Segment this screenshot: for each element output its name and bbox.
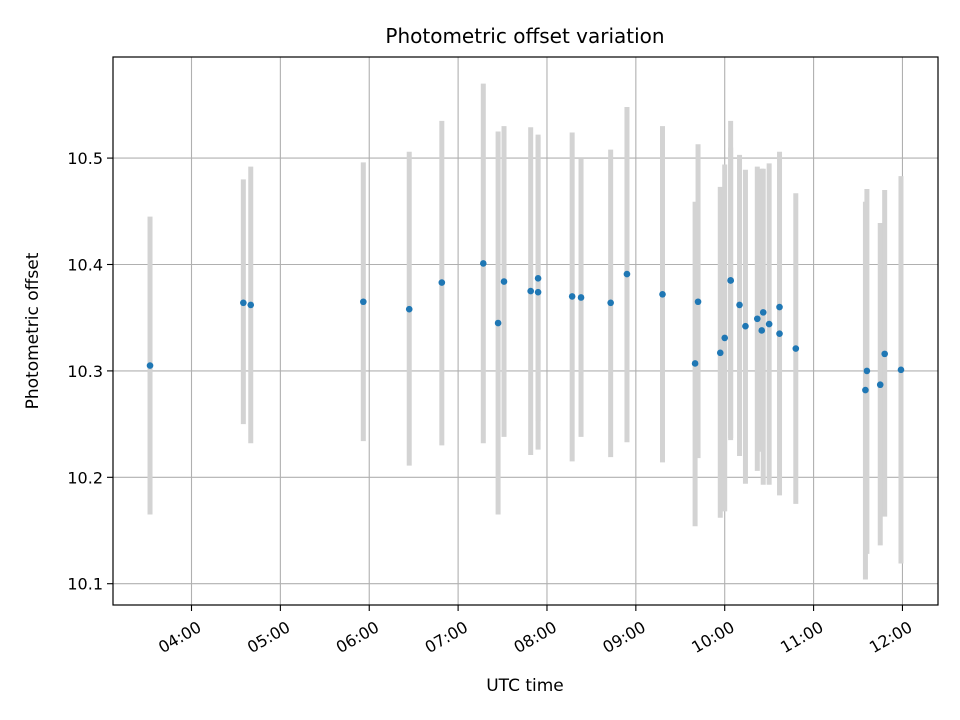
data-point [438, 279, 446, 286]
data-point [534, 288, 542, 296]
data-point [758, 327, 766, 334]
data-point [534, 275, 542, 282]
data-point [727, 277, 734, 284]
y-tick-label: 10.4 [67, 255, 103, 274]
data-point [716, 349, 724, 357]
data-point [360, 298, 367, 306]
y-tick-label: 10.3 [67, 362, 103, 381]
data-point [527, 287, 534, 295]
data-point [577, 294, 585, 301]
data-point [881, 350, 888, 358]
data-point [240, 299, 247, 307]
data-point [568, 293, 576, 300]
data-point [765, 320, 773, 328]
data-point [876, 381, 884, 389]
data-point [247, 301, 255, 309]
y-tick-label: 10.2 [67, 468, 103, 487]
chart-title: Photometric offset variation [385, 24, 664, 48]
data-point [146, 362, 154, 369]
data-point [500, 278, 508, 285]
data-point [659, 290, 666, 298]
data-point [623, 270, 631, 278]
data-point [479, 260, 487, 267]
data-point [753, 315, 761, 323]
plot-frame [112, 56, 939, 606]
x-axis-title: UTC time [486, 676, 564, 696]
data-point [607, 299, 614, 307]
data-points [146, 260, 905, 394]
data-point [494, 319, 502, 327]
data-point [792, 345, 800, 352]
data-point [721, 334, 729, 342]
data-point [776, 330, 783, 337]
data-point [759, 309, 767, 316]
data-point [691, 360, 699, 367]
data-point [776, 303, 783, 311]
y-axis-title: Photometric offset [23, 252, 43, 409]
data-point [736, 301, 743, 309]
data-point [694, 298, 702, 306]
data-point [405, 305, 413, 313]
y-axis-ticks: 10.1 10.2 10.3 10.4 10.5 [67, 149, 113, 594]
data-point [742, 322, 749, 330]
y-tick-label: 10.5 [67, 149, 103, 168]
y-tick-label: 10.1 [67, 575, 103, 594]
data-point [862, 386, 869, 394]
data-point [863, 367, 871, 375]
data-point [897, 366, 905, 374]
